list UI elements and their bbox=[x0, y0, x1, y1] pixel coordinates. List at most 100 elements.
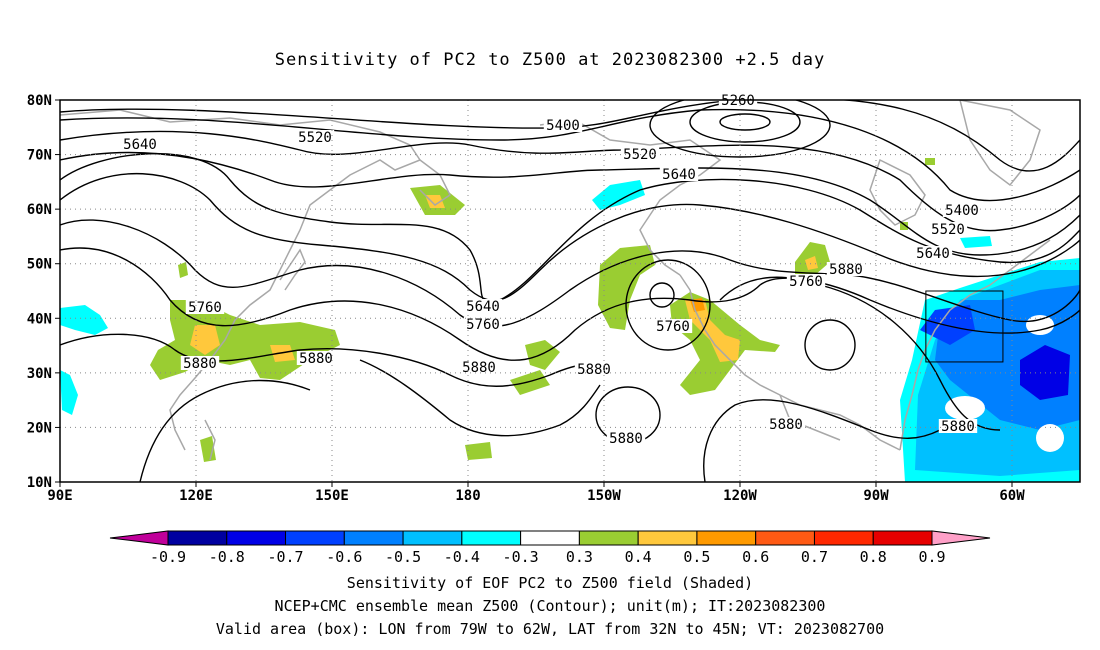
colorbar-label: 0.5 bbox=[683, 548, 710, 566]
contour-5260-inner bbox=[719, 113, 771, 131]
contour-label-5400a: 5400 bbox=[546, 118, 580, 134]
lat-label: 60N bbox=[27, 202, 52, 218]
shade-pos-small1 bbox=[925, 158, 935, 165]
colorbar-label: -0.4 bbox=[444, 548, 480, 566]
contour-5880d bbox=[703, 399, 941, 482]
lat-label: 10N bbox=[27, 475, 52, 491]
shade-pos-hawaii bbox=[465, 442, 492, 460]
colorbar-label: 0.8 bbox=[860, 548, 887, 566]
colorbar-bin bbox=[520, 530, 580, 546]
contour-labels: 5260540055205640552056405400552056405760… bbox=[120, 93, 982, 447]
contour-5320 bbox=[649, 100, 831, 158]
colorbar-label: -0.8 bbox=[209, 548, 245, 566]
colorbar-bin bbox=[285, 530, 345, 546]
coast-greenland bbox=[959, 100, 1041, 187]
shade-pos-epac bbox=[598, 245, 655, 330]
colorbar-label: -0.6 bbox=[326, 548, 362, 566]
contour-label-5760c: 5760 bbox=[656, 319, 690, 335]
colorbar-bin bbox=[755, 530, 815, 546]
lon-label: 90W bbox=[863, 488, 889, 504]
contour-label-5260: 5260 bbox=[721, 93, 755, 109]
contour-label-bg bbox=[942, 203, 982, 217]
contour-5580 bbox=[60, 151, 1080, 256]
caption-contour: NCEP+CMC ensemble mean Z500 (Contour); u… bbox=[274, 597, 826, 615]
contour-label-bg bbox=[928, 222, 968, 236]
colorbar-label: -0.5 bbox=[385, 548, 421, 566]
coast-kamchatka bbox=[419, 159, 451, 206]
contour-5640 bbox=[60, 152, 1080, 303]
contour-label-5520a: 5520 bbox=[298, 130, 332, 146]
shade-pos-dateline bbox=[525, 340, 560, 370]
contour-label-5880a: 5880 bbox=[183, 356, 217, 372]
contour-label-bg bbox=[659, 167, 699, 181]
colorbar-bin bbox=[226, 530, 287, 546]
lat-label: 80N bbox=[27, 93, 52, 109]
colorbar-bin bbox=[402, 530, 463, 546]
colorbar-under bbox=[109, 530, 169, 546]
lat-label: 20N bbox=[27, 420, 52, 436]
coast-japan bbox=[279, 248, 306, 291]
contour-label-5880e: 5880 bbox=[829, 262, 863, 278]
contour-label-bg bbox=[296, 351, 336, 365]
lat-label: 50N bbox=[27, 257, 52, 273]
shade-pos-kam-orange bbox=[425, 195, 445, 208]
coast-asia bbox=[60, 109, 422, 451]
contour-label-bg bbox=[295, 130, 335, 144]
coast-eastna bbox=[899, 239, 1051, 451]
lon-label: 180 bbox=[455, 488, 480, 504]
shade-neg-hudson bbox=[960, 236, 992, 248]
contour-label-5640a: 5640 bbox=[123, 137, 157, 153]
shade-neg-west-2 bbox=[60, 370, 78, 415]
contour-label-5400b: 5400 bbox=[945, 203, 979, 219]
lon-label: 60W bbox=[999, 488, 1025, 504]
shade-pos-asia bbox=[150, 300, 340, 380]
shade-white-hole-1 bbox=[945, 396, 985, 420]
contour-label-5880h: 5880 bbox=[941, 419, 975, 435]
contour-low-5640 bbox=[649, 282, 675, 308]
shade-pos-sea bbox=[200, 436, 216, 462]
contour-label-bg bbox=[620, 147, 660, 161]
lat-label: 30N bbox=[27, 366, 52, 382]
contour-5880-cell2 bbox=[804, 319, 856, 371]
colorbar-label: 0.6 bbox=[742, 548, 769, 566]
contour-5880c bbox=[359, 359, 601, 437]
contour-label-5880g: 5880 bbox=[769, 417, 803, 433]
latitude-axis: 80N 70N 60N 50N 40N 30N 20N 10N bbox=[27, 93, 60, 491]
lon-label: 90E bbox=[47, 488, 72, 504]
contour-low-5700 bbox=[625, 259, 711, 351]
contour-label-5880f: 5880 bbox=[609, 431, 643, 447]
colorbar-bin bbox=[696, 530, 757, 546]
colorbar-label: 0.4 bbox=[625, 548, 652, 566]
colorbar-label: 0.3 bbox=[566, 548, 593, 566]
contour-label-5640c: 5640 bbox=[916, 246, 950, 262]
shade-pos-small3 bbox=[178, 262, 188, 278]
contour-label-bg bbox=[606, 431, 646, 445]
contour-label-bg bbox=[185, 300, 225, 314]
contour-label-bg bbox=[459, 360, 499, 374]
contour-5880b bbox=[139, 379, 311, 482]
lon-label: 120E bbox=[179, 488, 213, 504]
colorbar-bin bbox=[813, 530, 874, 546]
colorbar-label: 0.9 bbox=[918, 548, 945, 566]
colorbar-bin bbox=[637, 530, 698, 546]
longitude-axis: 90E 120E 150E 180 150W 120W 90W 60W bbox=[47, 482, 1025, 504]
coastlines bbox=[60, 100, 1051, 461]
colorbar-label: -0.7 bbox=[267, 548, 303, 566]
contour-label-bg bbox=[786, 274, 826, 288]
coast-westna bbox=[679, 274, 901, 451]
contour-label-5760a: 5760 bbox=[188, 300, 222, 316]
contour-label-5640b: 5640 bbox=[662, 167, 696, 183]
contour-label-bg bbox=[120, 137, 160, 151]
shade-pos-small2 bbox=[900, 222, 908, 230]
contour-label-5880d: 5880 bbox=[577, 362, 611, 378]
lon-label: 150W bbox=[587, 488, 621, 504]
colorbar-label: -0.3 bbox=[503, 548, 539, 566]
caption-shaded: Sensitivity of EOF PC2 to Z500 field (Sh… bbox=[346, 574, 754, 592]
colorbar-bin bbox=[167, 530, 228, 546]
shade-pos-dateline2 bbox=[510, 370, 550, 395]
colorbar: -0.9 -0.8 -0.7 -0.6 -0.5 -0.4 -0.3 0.3 0.4 0.5 0.6… bbox=[109, 530, 991, 566]
shade-pos-asia-orange2 bbox=[270, 345, 295, 362]
shade-white-hole-3 bbox=[1026, 315, 1054, 335]
contour-label-bg bbox=[913, 246, 953, 260]
